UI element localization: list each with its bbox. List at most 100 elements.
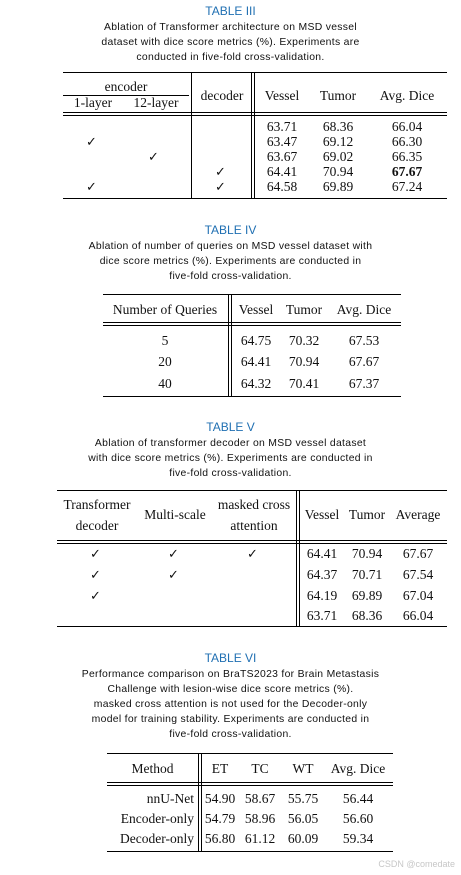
table-cell: 67.04 <box>402 588 434 603</box>
table-cell: 69.12 <box>322 134 354 149</box>
header-decoder: decoder <box>75 518 119 533</box>
check-icon: ✓ <box>247 547 258 562</box>
check-icon: ✓ <box>86 180 97 195</box>
header-wt: WT <box>292 761 314 776</box>
table-cell: 60.09 <box>287 831 319 846</box>
header-attention: attention <box>230 518 278 533</box>
header-tc: TC <box>251 761 269 776</box>
table-iii-label: TABLE III <box>205 4 256 18</box>
header-et: ET <box>211 761 229 776</box>
caption-line: five-fold cross-validation. <box>169 468 292 479</box>
header-tumor: Tumor <box>319 88 357 103</box>
table-v-label: TABLE V <box>206 420 255 434</box>
top-rule <box>103 294 401 295</box>
table-cell: 56.05 <box>287 811 319 826</box>
header-rule <box>63 112 447 113</box>
caption-line: Ablation of transformer decoder on MSD v… <box>94 438 367 449</box>
check-icon: ✓ <box>90 547 101 562</box>
table-cell: 64.75 <box>240 333 272 348</box>
table-cell: 64.32 <box>240 376 272 391</box>
table-cell: 68.36 <box>322 119 354 134</box>
table-cell: 67.37 <box>348 376 380 391</box>
caption-line: five-fold cross-validation. <box>169 271 292 282</box>
col-divider <box>198 753 199 851</box>
watermark: CSDN @comedate <box>378 859 455 869</box>
table-cell-best: 67.67 <box>391 164 423 179</box>
table-cell: 68.36 <box>351 608 383 623</box>
top-rule <box>63 72 447 73</box>
caption-line: with dice score metrics (%). Experiments… <box>88 453 373 464</box>
header-encoder: encoder <box>104 79 148 94</box>
table-cell: 70.94 <box>288 354 320 369</box>
header-rule <box>57 543 447 544</box>
header-multi-scale: Multi-scale <box>144 507 206 522</box>
table-cell: 64.58 <box>266 179 298 194</box>
table-cell: 69.89 <box>351 588 383 603</box>
header-12-layer: 12-layer <box>133 95 179 110</box>
check-icon: ✓ <box>168 547 179 562</box>
table-cell: 70.41 <box>288 376 320 391</box>
table-cell: 70.94 <box>322 164 354 179</box>
table-cell: 54.90 <box>204 791 236 806</box>
check-icon: ✓ <box>168 568 179 583</box>
caption-line: model for training stability. Experiment… <box>91 714 370 725</box>
table-cell: 70.94 <box>351 546 383 561</box>
header-avg-dice: Avg. Dice <box>330 761 386 776</box>
table-cell: 63.47 <box>266 134 298 149</box>
table-cell: 70.71 <box>351 567 383 582</box>
col-divider <box>296 490 297 626</box>
caption-line: Ablation of Transformer architecture on … <box>104 22 357 33</box>
col-divider <box>254 72 255 198</box>
table-cell: 56.80 <box>204 831 236 846</box>
table-cell: 20 <box>158 354 172 369</box>
table-v-caption: Ablation of transformer decoder on MSD v… <box>20 436 441 481</box>
caption-line: five-fold cross-validation. <box>169 729 292 740</box>
table-cell: 66.04 <box>391 119 423 134</box>
header-masked-cross: masked cross <box>217 497 291 512</box>
col-divider <box>201 753 202 851</box>
table-vi-caption: Performance comparison on BraTS2023 for … <box>8 667 453 742</box>
header-rule <box>103 322 401 323</box>
table-cell: Decoder-only <box>120 831 194 846</box>
header-rule <box>57 540 447 541</box>
top-rule <box>107 753 393 754</box>
table-cell: 61.12 <box>244 831 276 846</box>
table-cell: 59.34 <box>342 831 374 846</box>
col-divider <box>299 490 300 626</box>
table-cell: 55.75 <box>287 791 319 806</box>
check-icon: ✓ <box>86 135 97 150</box>
table-cell: Encoder-only <box>120 811 194 826</box>
header-1-layer: 1-layer <box>73 95 113 110</box>
header-rule <box>107 785 393 786</box>
table-cell: 67.67 <box>348 354 380 369</box>
caption-line: dataset with dice score metrics (%). Exp… <box>101 37 360 48</box>
table-cell: 69.02 <box>322 149 354 164</box>
table-cell: 63.71 <box>306 608 338 623</box>
table-iv-caption: Ablation of number of queries on MSD ves… <box>20 239 441 284</box>
check-icon: ✓ <box>90 568 101 583</box>
col-divider <box>228 294 229 396</box>
header-avg-dice: Avg. Dice <box>379 88 435 103</box>
caption-line: Challenge with lesion-wise dice score me… <box>107 684 354 695</box>
table-cell: 64.41 <box>240 354 272 369</box>
header-transformer: Transformer <box>63 497 131 512</box>
table-cell: 64.41 <box>266 164 298 179</box>
check-icon: ✓ <box>90 589 101 604</box>
table-cell: 63.67 <box>266 149 298 164</box>
header-avg-dice: Avg. Dice <box>336 302 392 317</box>
header-rule <box>63 115 447 116</box>
table-cell: 63.71 <box>266 119 298 134</box>
bottom-rule <box>57 626 447 627</box>
table-cell: 67.53 <box>348 333 380 348</box>
check-icon: ✓ <box>215 180 226 195</box>
header-vessel: Vessel <box>238 302 274 317</box>
bottom-rule <box>107 851 393 852</box>
caption-line: masked cross attention is not used for t… <box>93 699 368 710</box>
header-decoder: decoder <box>200 88 244 103</box>
top-rule <box>57 490 447 491</box>
table-cell: 64.41 <box>306 546 338 561</box>
table-cell: 66.30 <box>391 134 423 149</box>
table-cell: 67.24 <box>391 179 423 194</box>
table-iii: encoder 1-layer 12-layer decoder Vessel … <box>0 0 461 210</box>
encoder-rule <box>63 95 189 96</box>
